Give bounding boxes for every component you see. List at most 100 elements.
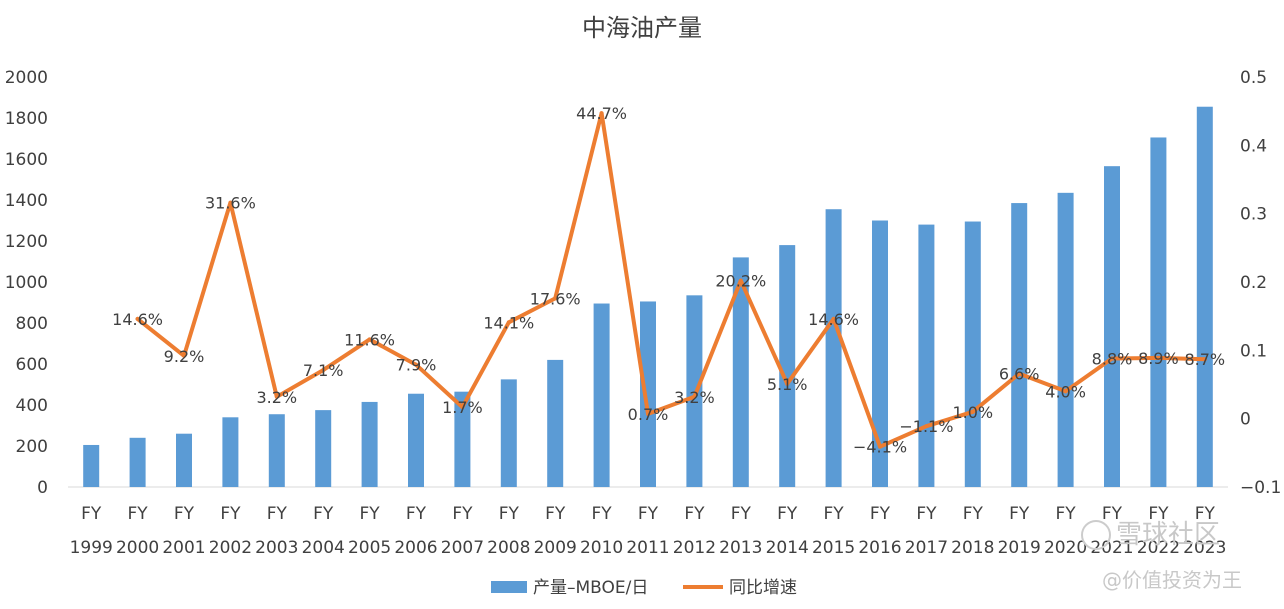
data-label: 8.9% — [1138, 349, 1179, 368]
bar — [454, 391, 471, 487]
x-tick-label-top: FY — [916, 504, 937, 524]
x-tick-label-top: FY — [824, 504, 845, 524]
x-tick-label-year: 2009 — [534, 538, 577, 558]
line-point — [506, 320, 511, 325]
line-point — [1202, 357, 1207, 362]
data-label: 17.6% — [530, 289, 581, 308]
bar — [1196, 106, 1213, 487]
x-tick-label-top: FY — [963, 504, 984, 524]
bar-series — [83, 106, 1213, 488]
bar — [83, 444, 100, 487]
line-point — [785, 381, 790, 386]
x-tick-label-top: FY — [1009, 504, 1030, 524]
x-tick-label-top: FY — [452, 504, 473, 524]
x-tick-label-year: 2006 — [394, 538, 437, 558]
data-label: −4.1% — [853, 438, 907, 457]
bar — [222, 417, 239, 487]
bar — [640, 301, 656, 487]
bar — [1057, 192, 1074, 487]
x-tick-label-top: FY — [220, 504, 241, 524]
x-tick-label-year: 2002 — [209, 538, 252, 558]
x-tick-label-year: 2022 — [1137, 538, 1180, 558]
data-label: 14.1% — [483, 313, 534, 332]
x-tick-label-top: FY — [731, 504, 752, 524]
line-point — [878, 444, 882, 449]
data-label: 6.6% — [999, 365, 1040, 384]
data-label: 8.8% — [1092, 350, 1133, 369]
data-label: 5.1% — [767, 375, 808, 394]
x-axis-labels: FY 1999 FY 2000 FY 2001 FY 2002 FY 2003 FY 2004 FY 20… — [70, 504, 1227, 558]
bar — [825, 209, 842, 487]
x-tick-label-year: 2007 — [441, 538, 484, 558]
data-label: 11.6% — [344, 330, 395, 349]
x-tick-label-year: 2018 — [951, 538, 994, 558]
left-axis-tick-label: 400 — [16, 396, 48, 416]
legend-bar-label: 产量–MBOE/日 — [533, 578, 648, 598]
x-tick-label-year: 2010 — [580, 538, 623, 558]
line-point — [135, 316, 140, 321]
line-point — [1017, 371, 1022, 376]
bar — [918, 224, 935, 487]
growth-line — [135, 111, 1207, 449]
line-point — [646, 411, 650, 416]
data-labels: 14.6%9.2%31.6%3.2%7.1%11.6%7.9%1.7%14.1%… — [112, 104, 1225, 456]
line-point — [367, 337, 372, 342]
x-tick-label-top: FY — [128, 504, 149, 524]
data-label: 9.2% — [164, 347, 205, 366]
line-point — [553, 296, 558, 301]
bar — [1104, 166, 1120, 488]
data-label: 44.7% — [576, 104, 627, 123]
data-label: 1.7% — [442, 398, 483, 417]
line-point — [228, 200, 233, 205]
bar — [964, 221, 981, 487]
x-tick-label-top: FY — [81, 504, 102, 524]
left-axis-tick-label: 2000 — [5, 68, 48, 88]
x-tick-label-top: FY — [545, 504, 566, 524]
bar — [176, 433, 192, 487]
line-point — [182, 353, 186, 358]
x-tick-label-top: FY — [1148, 504, 1169, 524]
left-axis-tick-label: 200 — [16, 437, 48, 457]
bar — [872, 220, 888, 487]
bar — [593, 303, 610, 487]
bar — [732, 257, 749, 487]
data-label: 4.0% — [1045, 382, 1086, 401]
x-tick-label-top: FY — [592, 504, 613, 524]
data-label: 8.7% — [1184, 350, 1225, 369]
line-point — [414, 362, 418, 367]
bar — [268, 414, 285, 487]
left-axis-tick-label: 1200 — [5, 232, 48, 252]
right-axis-tick-label: −0.1 — [1240, 478, 1281, 498]
x-tick-label-top: FY — [1056, 504, 1077, 524]
x-tick-label-top: FY — [499, 504, 520, 524]
x-tick-label-top: FY — [638, 504, 659, 524]
bar — [500, 379, 517, 487]
x-tick-label-year: 2017 — [905, 538, 948, 558]
x-tick-label-year: 2003 — [255, 538, 298, 558]
data-label: 3.2% — [674, 388, 715, 407]
right-axis-tick-label: 0.3 — [1240, 205, 1267, 225]
data-label: 7.9% — [396, 356, 437, 375]
x-tick-label-top: FY — [406, 504, 427, 524]
right-axis-tick-label: 0.1 — [1240, 341, 1267, 361]
data-label: 14.6% — [808, 310, 859, 329]
left-axis-tick-label: 1600 — [5, 150, 48, 170]
bar — [779, 245, 796, 487]
x-tick-label-top: FY — [313, 504, 334, 524]
line-point — [738, 278, 743, 283]
line-point — [692, 394, 697, 399]
data-label: −1.1% — [899, 417, 953, 436]
data-label: 0.7% — [628, 405, 669, 424]
x-tick-label-year: 2023 — [1183, 538, 1226, 558]
right-axis-tick-label: 0.5 — [1240, 68, 1267, 88]
bar — [1150, 137, 1167, 487]
left-axis-tick-label: 800 — [16, 314, 48, 334]
line-point — [599, 111, 604, 116]
x-tick-label-year: 2020 — [1044, 538, 1087, 558]
x-tick-label-year: 2014 — [766, 538, 809, 558]
bar — [361, 401, 378, 487]
x-tick-label-top: FY — [360, 504, 381, 524]
line-point — [970, 409, 975, 414]
x-tick-label-year: 2011 — [626, 538, 669, 558]
